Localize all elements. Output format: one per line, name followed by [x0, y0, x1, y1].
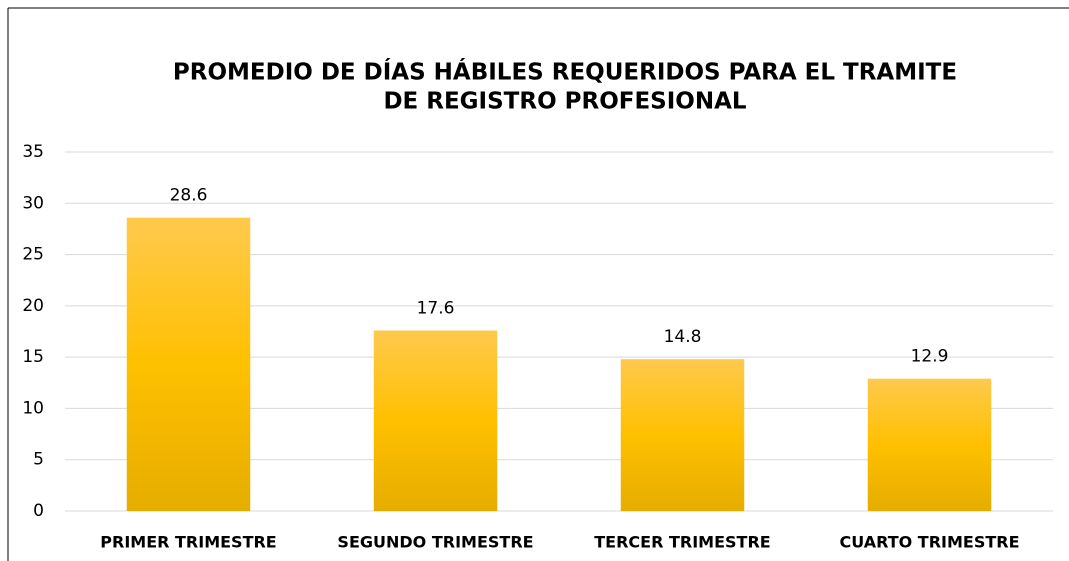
x-tick-label: PRIMER TRIMESTRE	[100, 533, 276, 552]
y-tick-label: 35	[22, 142, 44, 162]
y-tick-label: 20	[22, 296, 44, 316]
bar	[126, 217, 251, 511]
data-label: 12.9	[911, 347, 949, 367]
y-tick-label: 10	[22, 398, 44, 418]
bar	[867, 378, 992, 511]
y-tick-label: 25	[22, 245, 44, 265]
data-label: 14.8	[664, 327, 702, 347]
chart-title: DE REGISTRO PROFESIONAL	[383, 89, 746, 115]
bar	[373, 330, 498, 511]
bar	[620, 359, 745, 511]
data-label: 17.6	[417, 298, 455, 318]
y-tick-label: 5	[33, 450, 44, 470]
x-tick-label: TERCER TRIMESTRE	[594, 533, 770, 552]
y-tick-label: 30	[22, 193, 44, 213]
data-label: 28.6	[170, 186, 208, 206]
y-tick-label: 0	[33, 501, 44, 521]
chart-title: PROMEDIO DE DÍAS HÁBILES REQUERIDOS PARA…	[173, 58, 957, 86]
x-tick-label: CUARTO TRIMESTRE	[839, 533, 1019, 552]
x-tick-label: SEGUNDO TRIMESTRE	[337, 533, 533, 552]
y-tick-label: 15	[22, 347, 44, 367]
